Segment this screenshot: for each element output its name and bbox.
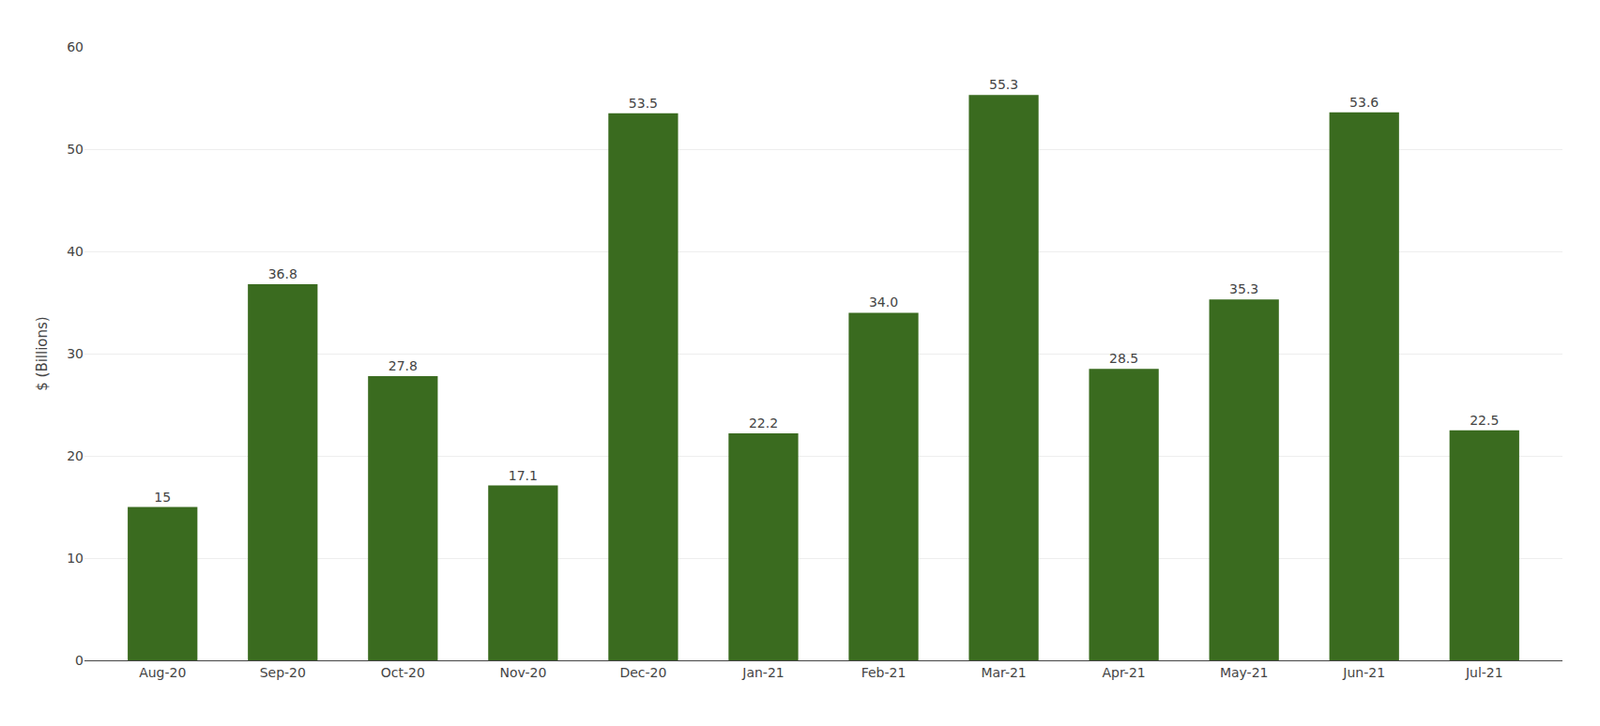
svg-text:60: 60 xyxy=(66,39,84,55)
svg-text:36.8: 36.8 xyxy=(268,266,298,282)
svg-text:35.3: 35.3 xyxy=(1229,281,1259,297)
svg-text:17.1: 17.1 xyxy=(508,468,538,484)
svg-text:55.3: 55.3 xyxy=(989,76,1019,92)
svg-text:Jun-21: Jun-21 xyxy=(1341,665,1386,681)
svg-text:50: 50 xyxy=(66,141,84,157)
svg-text:Aug-20: Aug-20 xyxy=(138,665,186,681)
svg-text:27.8: 27.8 xyxy=(388,358,418,374)
svg-text:22.5: 22.5 xyxy=(1469,412,1499,428)
svg-text:Jan-21: Jan-21 xyxy=(741,665,784,681)
svg-text:Apr-21: Apr-21 xyxy=(1102,665,1146,681)
svg-text:Oct-20: Oct-20 xyxy=(380,665,426,681)
svg-text:Nov-20: Nov-20 xyxy=(499,665,547,681)
svg-text:15: 15 xyxy=(153,489,171,505)
svg-text:Sep-20: Sep-20 xyxy=(259,665,306,681)
svg-text:22.2: 22.2 xyxy=(748,415,778,431)
svg-text:53.6: 53.6 xyxy=(1349,94,1379,110)
svg-text:$ (Billions): $ (Billions) xyxy=(33,316,51,391)
svg-text:10: 10 xyxy=(66,550,84,566)
svg-text:Feb-21: Feb-21 xyxy=(861,665,907,681)
svg-text:34.0: 34.0 xyxy=(868,294,899,310)
svg-text:Mar-21: Mar-21 xyxy=(980,665,1026,681)
svg-text:May-21: May-21 xyxy=(1219,665,1269,681)
svg-text:20: 20 xyxy=(66,448,84,464)
svg-text:30: 30 xyxy=(66,346,84,362)
svg-text:Jul-21: Jul-21 xyxy=(1464,665,1504,681)
svg-text:28.5: 28.5 xyxy=(1109,350,1139,366)
svg-text:40: 40 xyxy=(66,243,84,260)
svg-text:0: 0 xyxy=(75,653,84,669)
svg-text:53.5: 53.5 xyxy=(628,95,658,111)
svg-text:Dec-20: Dec-20 xyxy=(619,665,667,681)
